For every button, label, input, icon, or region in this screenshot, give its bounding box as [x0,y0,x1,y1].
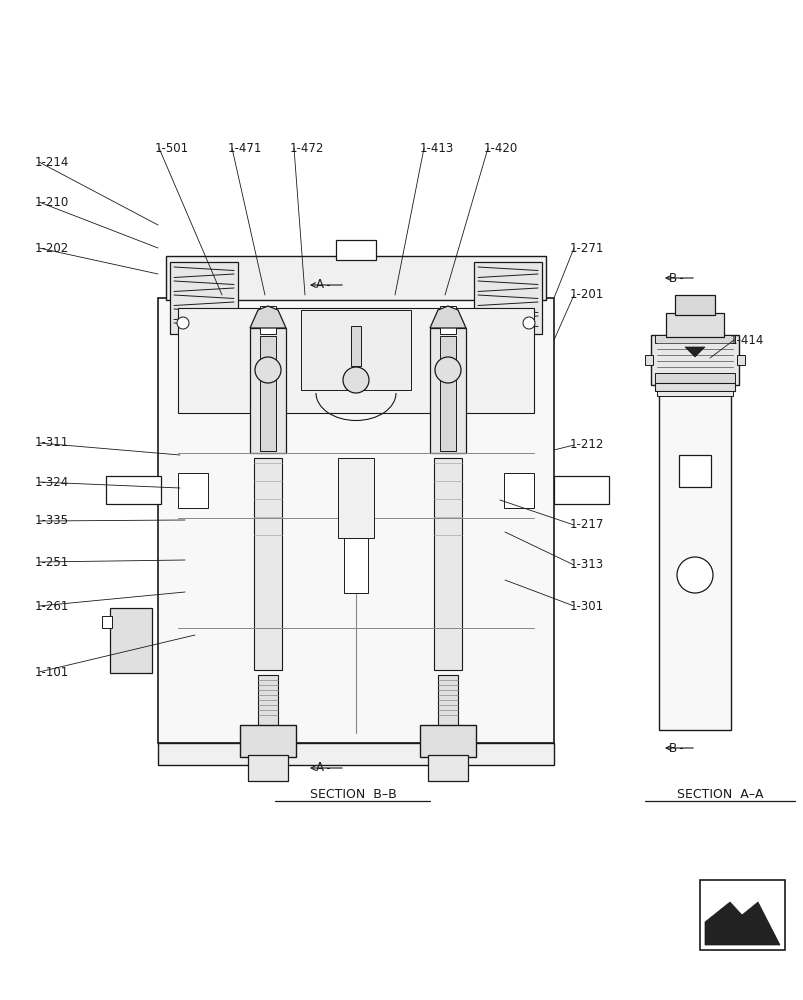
Text: 1-414: 1-414 [729,334,764,347]
Text: A: A [316,761,324,774]
Bar [158,298,553,743]
Bar [503,473,533,508]
Bar [474,262,541,334]
Bar [644,355,652,365]
Bar [158,743,553,765]
Text: SECTION  B–B: SECTION B–B [309,788,396,801]
Text: 1-420: 1-420 [483,142,518,155]
Text: B: B [668,742,676,754]
Bar [650,335,738,385]
Circle shape [522,317,534,329]
Polygon shape [250,306,286,328]
Bar [177,473,208,508]
Bar [438,675,458,730]
Bar [259,306,275,334]
Text: 1-501: 1-501 [155,142,189,155]
Text: 1-311: 1-311 [35,436,69,450]
Bar [336,240,376,260]
Text: 1-212: 1-212 [569,438,604,452]
Bar [259,336,275,451]
Bar [427,755,467,781]
Bar [679,455,710,487]
Text: SECTION  A–A: SECTION A–A [676,788,762,801]
Text: 1-413: 1-413 [419,142,454,155]
Bar [254,458,282,670]
Bar [654,373,734,385]
Bar [102,616,112,628]
Bar [434,458,462,670]
Bar [656,391,732,396]
Text: B: B [668,271,676,284]
Text: A: A [316,278,324,292]
Text: 1-201: 1-201 [569,288,604,302]
Text: 1-217: 1-217 [569,518,604,532]
Text: 1-202: 1-202 [35,241,69,254]
Bar [658,380,730,730]
Text: 1-301: 1-301 [569,599,603,612]
Bar [247,755,287,781]
Bar [106,476,161,504]
Bar [351,326,361,366]
Bar [169,262,238,334]
Bar [344,538,368,593]
Text: 1-214: 1-214 [35,156,69,169]
Circle shape [434,357,460,383]
Text: 1-261: 1-261 [35,599,69,612]
Bar [240,725,296,757]
Bar [300,310,410,390]
Bar [736,355,744,365]
Circle shape [177,317,189,329]
Circle shape [676,557,712,593]
Bar [250,328,286,453]
Text: 1-271: 1-271 [569,241,604,254]
Circle shape [343,367,369,393]
Text: 1-335: 1-335 [35,514,69,528]
Bar [419,725,475,757]
Bar [165,256,545,300]
Text: 1-251: 1-251 [35,556,69,568]
Bar [675,295,714,315]
Polygon shape [684,347,704,357]
Text: 1-313: 1-313 [569,558,603,572]
Text: 1-472: 1-472 [290,142,324,155]
Polygon shape [430,306,466,328]
Bar [337,458,373,538]
Bar [654,383,734,391]
Text: 1-210: 1-210 [35,196,69,209]
Bar [258,675,278,730]
Bar [110,608,152,673]
Bar [430,328,466,453]
Bar [439,336,455,451]
Circle shape [255,357,281,383]
Text: 1-471: 1-471 [228,142,262,155]
Bar [439,306,455,334]
Text: 1-101: 1-101 [35,666,69,678]
Bar [699,880,784,950]
Text: 1-324: 1-324 [35,476,69,488]
Bar [665,313,723,337]
Bar [177,308,533,413]
Bar [553,476,608,504]
Polygon shape [704,902,779,945]
Bar [654,335,734,343]
